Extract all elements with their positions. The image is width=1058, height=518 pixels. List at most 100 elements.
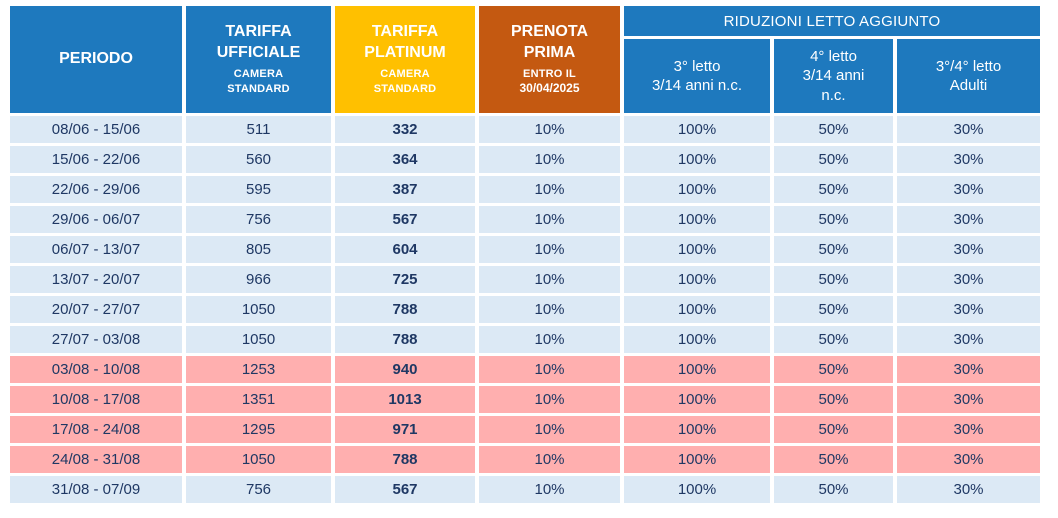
cell-periodo: 13/07 - 20/07 — [10, 266, 182, 293]
cell-periodo: 24/08 - 31/08 — [10, 446, 182, 473]
column-header-tariffa-ufficiale: TARIFFA UFFICIALE CAMERA STANDARD — [186, 6, 331, 113]
cell-tariffa-platinum: 1013 — [335, 386, 475, 413]
tariff-table: PERIODO TARIFFA UFFICIALE CAMERA STANDAR… — [6, 3, 1044, 506]
cell-tariffa-ufficiale: 1295 — [186, 416, 331, 443]
cell-periodo: 03/08 - 10/08 — [10, 356, 182, 383]
cell-prenota-prima: 10% — [479, 446, 620, 473]
quarto-letto-line3: n.c. — [821, 86, 846, 104]
table-row: 17/08 - 24/08 1295 971 10% 100% 50% 30% — [10, 416, 1040, 443]
cell-prenota-prima: 10% — [479, 386, 620, 413]
table-row: 15/06 - 22/06 560 364 10% 100% 50% 30% — [10, 146, 1040, 173]
cell-quarto-letto: 50% — [774, 206, 893, 233]
cell-terzo-letto: 100% — [624, 236, 770, 263]
column-header-periodo: PERIODO — [10, 6, 182, 113]
cell-prenota-prima: 10% — [479, 236, 620, 263]
tariffa-platinum-line2: PLATINUM — [364, 44, 446, 62]
cell-tariffa-ufficiale: 595 — [186, 176, 331, 203]
cell-tariffa-ufficiale: 756 — [186, 206, 331, 233]
cell-tariffa-platinum: 387 — [335, 176, 475, 203]
table-row: 27/07 - 03/08 1050 788 10% 100% 50% 30% — [10, 326, 1040, 353]
cell-prenota-prima: 10% — [479, 116, 620, 143]
cell-letto-adulti: 30% — [897, 116, 1040, 143]
prenota-prima-line1: PRENOTA — [510, 22, 589, 40]
cell-tariffa-ufficiale: 966 — [186, 266, 331, 293]
tariffa-platinum-line4: STANDARD — [373, 82, 437, 95]
cell-terzo-letto: 100% — [624, 356, 770, 383]
cell-prenota-prima: 10% — [479, 296, 620, 323]
cell-prenota-prima: 10% — [479, 416, 620, 443]
cell-periodo: 27/07 - 03/08 — [10, 326, 182, 353]
cell-periodo: 29/06 - 06/07 — [10, 206, 182, 233]
cell-letto-adulti: 30% — [897, 266, 1040, 293]
quarto-letto-line1: 4° letto — [810, 48, 857, 66]
letto-adulti-line1: 3°/4° letto — [935, 57, 1002, 75]
tariffa-ufficiale-line4: STANDARD — [227, 82, 290, 95]
cell-tariffa-ufficiale: 511 — [186, 116, 331, 143]
column-header-terzo-letto: 3° letto 3/14 anni n.c. — [624, 39, 770, 113]
cell-tariffa-platinum: 788 — [335, 296, 475, 323]
terzo-letto-line1: 3° letto — [673, 57, 721, 75]
cell-quarto-letto: 50% — [774, 116, 893, 143]
cell-tariffa-platinum: 940 — [335, 356, 475, 383]
table-row: 06/07 - 13/07 805 604 10% 100% 50% 30% — [10, 236, 1040, 263]
prenota-prima-line3: ENTRO IL — [523, 67, 576, 80]
cell-quarto-letto: 50% — [774, 476, 893, 503]
cell-prenota-prima: 10% — [479, 176, 620, 203]
cell-terzo-letto: 100% — [624, 296, 770, 323]
cell-periodo: 08/06 - 15/06 — [10, 116, 182, 143]
cell-periodo: 10/08 - 17/08 — [10, 386, 182, 413]
tariffa-platinum-line3: CAMERA — [380, 67, 430, 80]
cell-prenota-prima: 10% — [479, 146, 620, 173]
cell-terzo-letto: 100% — [624, 206, 770, 233]
cell-terzo-letto: 100% — [624, 176, 770, 203]
cell-tariffa-ufficiale: 756 — [186, 476, 331, 503]
cell-terzo-letto: 100% — [624, 476, 770, 503]
tariffa-ufficiale-line2: UFFICIALE — [216, 44, 301, 62]
cell-letto-adulti: 30% — [897, 356, 1040, 383]
cell-tariffa-ufficiale: 805 — [186, 236, 331, 263]
table-row: 10/08 - 17/08 1351 1013 10% 100% 50% 30% — [10, 386, 1040, 413]
cell-tariffa-ufficiale: 1050 — [186, 326, 331, 353]
cell-quarto-letto: 50% — [774, 386, 893, 413]
quarto-letto-line2: 3/14 anni — [802, 67, 865, 85]
letto-adulti-line2: Adulti — [949, 77, 988, 94]
cell-tariffa-ufficiale: 1050 — [186, 296, 331, 323]
cell-tariffa-ufficiale: 560 — [186, 146, 331, 173]
cell-prenota-prima: 10% — [479, 206, 620, 233]
cell-tariffa-platinum: 971 — [335, 416, 475, 443]
prenota-prima-date: 30/04/2025 — [519, 81, 580, 96]
cell-tariffa-ufficiale: 1253 — [186, 356, 331, 383]
cell-periodo: 06/07 - 13/07 — [10, 236, 182, 263]
table-row: 31/08 - 07/09 756 567 10% 100% 50% 30% — [10, 476, 1040, 503]
cell-letto-adulti: 30% — [897, 476, 1040, 503]
table-row: 03/08 - 10/08 1253 940 10% 100% 50% 30% — [10, 356, 1040, 383]
cell-terzo-letto: 100% — [624, 146, 770, 173]
cell-tariffa-platinum: 567 — [335, 476, 475, 503]
cell-quarto-letto: 50% — [774, 356, 893, 383]
tariff-table-header: PERIODO TARIFFA UFFICIALE CAMERA STANDAR… — [10, 6, 1040, 113]
cell-letto-adulti: 30% — [897, 446, 1040, 473]
cell-letto-adulti: 30% — [897, 146, 1040, 173]
cell-terzo-letto: 100% — [624, 116, 770, 143]
cell-periodo: 31/08 - 07/09 — [10, 476, 182, 503]
cell-periodo: 22/06 - 29/06 — [10, 176, 182, 203]
prenota-prima-line2: PRIMA — [523, 43, 576, 61]
cell-tariffa-platinum: 332 — [335, 116, 475, 143]
terzo-letto-line2: 3/14 anni n.c. — [651, 77, 743, 94]
cell-prenota-prima: 10% — [479, 266, 620, 293]
cell-letto-adulti: 30% — [897, 176, 1040, 203]
cell-prenota-prima: 10% — [479, 356, 620, 383]
cell-quarto-letto: 50% — [774, 416, 893, 443]
tariffa-ufficiale-line1: TARIFFA — [225, 23, 292, 41]
cell-letto-adulti: 30% — [897, 296, 1040, 323]
cell-periodo: 17/08 - 24/08 — [10, 416, 182, 443]
cell-prenota-prima: 10% — [479, 476, 620, 503]
cell-terzo-letto: 100% — [624, 266, 770, 293]
column-header-riduzioni: RIDUZIONI LETTO AGGIUNTO — [624, 6, 1040, 36]
tariff-table-body: 08/06 - 15/06 511 332 10% 100% 50% 30% 1… — [10, 116, 1040, 503]
cell-terzo-letto: 100% — [624, 326, 770, 353]
table-row: 08/06 - 15/06 511 332 10% 100% 50% 30% — [10, 116, 1040, 143]
column-header-tariffa-platinum: TARIFFA PLATINUM CAMERA STANDARD — [335, 6, 475, 113]
cell-quarto-letto: 50% — [774, 266, 893, 293]
